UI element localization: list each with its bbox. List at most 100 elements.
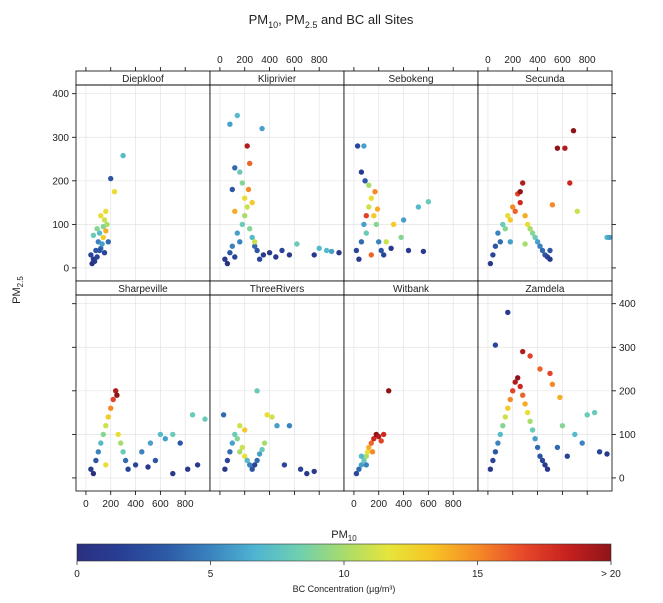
data-point xyxy=(584,412,590,418)
data-point xyxy=(227,250,233,256)
data-point xyxy=(115,431,121,438)
data-point xyxy=(495,230,501,236)
data-point xyxy=(497,239,503,245)
data-point xyxy=(264,412,270,418)
y-tick-label: 100 xyxy=(619,430,636,441)
x-tick-label: 600 xyxy=(554,55,571,66)
x-tick-label: 400 xyxy=(127,499,144,510)
colorbar-tick-label: 0 xyxy=(74,569,80,580)
data-point xyxy=(122,457,129,464)
data-point xyxy=(507,396,513,403)
data-point xyxy=(256,451,263,457)
x-tick-label: 200 xyxy=(236,55,253,66)
data-point xyxy=(110,396,116,403)
data-point xyxy=(487,466,494,472)
data-point xyxy=(185,466,191,472)
data-point xyxy=(524,409,531,416)
data-point xyxy=(294,241,300,247)
data-point xyxy=(93,247,99,254)
data-point xyxy=(247,160,253,167)
data-point xyxy=(362,178,368,184)
data-point xyxy=(220,412,227,418)
data-point xyxy=(244,143,250,149)
colorbar-tick-label: 5 xyxy=(208,569,214,580)
data-point xyxy=(104,221,110,228)
x-tick-label: 0 xyxy=(351,499,357,510)
data-point xyxy=(570,128,577,134)
panel-strip-label: ThreeRivers xyxy=(250,284,304,295)
data-point xyxy=(259,446,265,453)
data-point xyxy=(606,234,612,241)
data-point xyxy=(229,440,235,446)
data-point xyxy=(366,204,372,210)
data-point xyxy=(254,457,260,464)
x-tick-label: 600 xyxy=(286,55,303,66)
data-point xyxy=(490,457,496,464)
data-point xyxy=(108,405,114,411)
data-point xyxy=(323,247,330,254)
data-point xyxy=(247,226,253,232)
data-point xyxy=(237,239,243,245)
data-point xyxy=(94,254,100,260)
data-point xyxy=(229,186,235,193)
data-point xyxy=(562,145,568,151)
data-point xyxy=(532,234,538,241)
data-point xyxy=(383,239,389,245)
colorbar-tick-label: 15 xyxy=(472,569,484,580)
data-point xyxy=(386,388,392,394)
data-point xyxy=(564,453,570,459)
y-tick-label: 0 xyxy=(63,263,69,274)
data-point xyxy=(336,250,342,256)
data-point xyxy=(266,250,273,256)
x-tick-label: 0 xyxy=(83,499,89,510)
data-point xyxy=(297,466,304,472)
data-point xyxy=(510,204,516,210)
colorbar-tick-label: 10 xyxy=(338,569,350,580)
data-point xyxy=(304,470,310,477)
colorbar-tick-label: > 20 xyxy=(601,569,621,580)
x-tick-label: 800 xyxy=(177,499,194,510)
data-point xyxy=(96,230,103,236)
y-tick-label: 300 xyxy=(52,133,69,144)
data-point xyxy=(286,423,293,429)
data-point xyxy=(90,470,97,477)
data-point xyxy=(227,449,233,455)
data-point xyxy=(534,239,541,245)
colorbar-ticks: 0 5 10 15 > 20 xyxy=(74,561,621,580)
data-point xyxy=(354,143,361,149)
data-point xyxy=(353,470,360,477)
data-point xyxy=(515,375,521,381)
data-point xyxy=(517,199,523,206)
data-point xyxy=(120,449,126,455)
panel-strip-label: Zamdela xyxy=(526,284,565,295)
data-point xyxy=(100,234,107,241)
data-point xyxy=(537,243,543,249)
data-point xyxy=(88,252,94,258)
data-point xyxy=(492,342,499,348)
panel-strip-label: Secunda xyxy=(525,74,565,85)
data-point xyxy=(500,221,506,228)
data-point xyxy=(247,462,253,468)
data-point xyxy=(368,195,374,201)
data-point xyxy=(378,247,384,254)
data-point xyxy=(547,247,553,254)
y-tick-label: 400 xyxy=(619,299,636,310)
data-point xyxy=(522,241,528,247)
y-tick-label: 100 xyxy=(52,220,69,231)
panel-points xyxy=(353,388,392,477)
data-point xyxy=(549,202,556,208)
data-point xyxy=(356,256,362,262)
data-point xyxy=(591,409,598,416)
data-point xyxy=(376,433,382,440)
y-tick-label: 400 xyxy=(52,89,69,100)
data-point xyxy=(502,414,508,420)
panel-sebokeng: Sebokeng xyxy=(343,70,479,282)
data-point xyxy=(170,431,176,438)
data-point xyxy=(368,252,374,258)
data-point xyxy=(125,466,131,472)
data-point xyxy=(527,226,533,232)
data-point xyxy=(328,248,335,255)
data-point xyxy=(162,436,168,442)
data-point xyxy=(544,466,551,472)
data-point xyxy=(520,392,526,398)
